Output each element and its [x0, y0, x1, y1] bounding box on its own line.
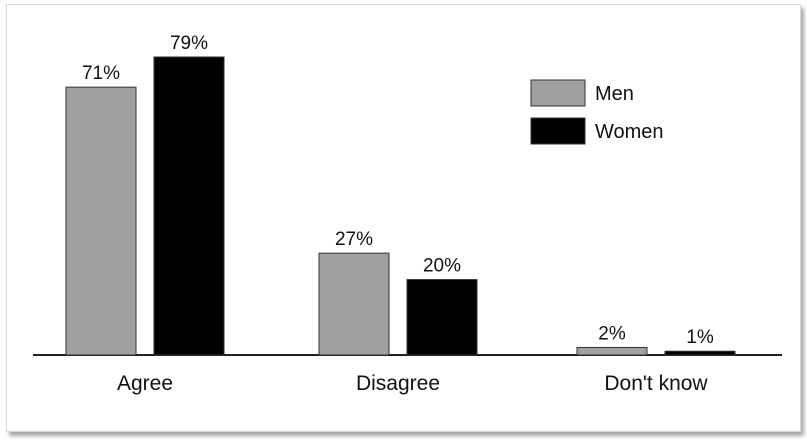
value-label-disagree-men: 27% — [335, 229, 373, 250]
value-label-agree-women: 79% — [170, 33, 208, 54]
legend-label-women: Women — [595, 121, 664, 143]
value-label-don-t-know-women: 1% — [686, 327, 714, 348]
value-label-disagree-women: 20% — [423, 256, 461, 277]
category-label-disagree: Disagree — [356, 372, 440, 395]
legend-swatch-women — [530, 117, 586, 145]
legend-label-men: Men — [595, 83, 634, 105]
value-label-don-t-know-men: 2% — [598, 323, 626, 344]
bar-don-t-know-women — [664, 350, 736, 356]
bar-disagree-men — [318, 252, 390, 356]
legend: Men Women — [530, 79, 664, 145]
bar-disagree-women — [406, 279, 478, 356]
chart-frame — [6, 4, 801, 432]
category-label-don-t-know: Don't know — [604, 372, 708, 395]
bar-agree-men — [65, 86, 137, 356]
bar-don-t-know-men — [576, 346, 648, 356]
category-label-agree: Agree — [117, 372, 173, 395]
legend-swatch-men — [530, 79, 586, 107]
value-label-agree-men: 71% — [82, 63, 120, 84]
bar-agree-women — [153, 56, 225, 356]
